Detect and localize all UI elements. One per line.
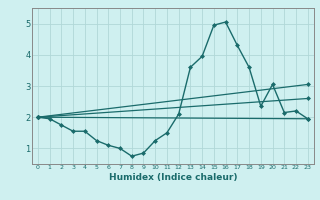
- X-axis label: Humidex (Indice chaleur): Humidex (Indice chaleur): [108, 173, 237, 182]
